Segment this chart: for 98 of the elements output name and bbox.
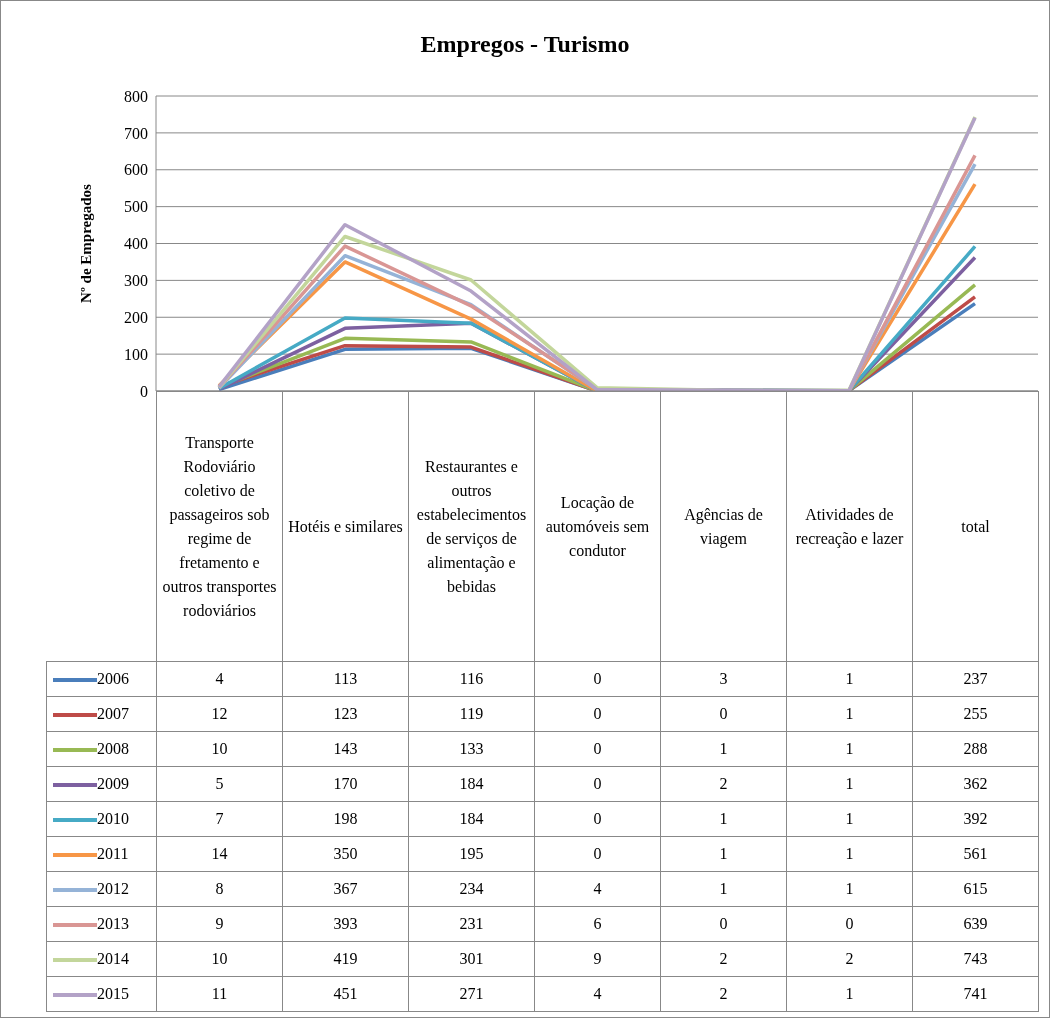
x-tick-label: total [912,391,1039,662]
data-label: 1 [786,801,913,837]
data-label: 1 [786,871,913,907]
x-tick-label: Agências de viagem [660,391,787,662]
data-label: 0 [534,801,661,837]
data-label: 12 [156,696,283,732]
data-label: 198 [282,801,409,837]
legend-label: 2010 [97,810,129,827]
legend-label: 2008 [97,740,129,757]
data-label: 113 [282,661,409,697]
data-label: 350 [282,836,409,872]
data-label: 195 [408,836,535,872]
data-label: 119 [408,696,535,732]
data-label: 2 [660,941,787,977]
data-label: 184 [408,766,535,802]
legend-label: 2007 [97,705,129,722]
data-label: 561 [912,836,1039,872]
y-tick-label: 300 [124,272,148,290]
legend-label: 2009 [97,775,129,792]
data-label: 4 [156,661,283,697]
data-label: 743 [912,941,1039,977]
chart-title: Empregos - Turismo [419,31,631,58]
legend-label: 2011 [97,845,129,862]
y-tick-label: 600 [124,161,148,179]
data-label: 237 [912,661,1039,697]
x-tick-label: Restaurantes e outros estabelecimentos de serviços de alimentação e bebidas [408,391,535,662]
y-tick-label: 0 [140,382,148,400]
data-label: 1 [786,976,913,1012]
legend-label: 2014 [97,950,129,967]
y-tick-label: 500 [124,198,148,216]
data-label: 8 [156,871,283,907]
legend-label: 2015 [97,985,129,1002]
data-label: 3 [660,661,787,697]
data-label: 367 [282,871,409,907]
data-label: 11 [156,976,283,1012]
data-label: 741 [912,976,1039,1012]
data-label: 5 [156,766,283,802]
data-label: 1 [660,801,787,837]
data-label: 0 [534,731,661,767]
x-tick-label: Hotéis e similares [282,391,409,662]
data-label: 6 [534,906,661,942]
data-label: 1 [786,766,913,802]
data-label: 0 [786,906,913,942]
y-tick-label: 400 [124,235,148,253]
data-label: 1 [660,871,787,907]
data-label: 271 [408,976,535,1012]
data-label: 4 [534,976,661,1012]
data-label: 1 [660,836,787,872]
data-label: 615 [912,871,1039,907]
data-label: 0 [534,661,661,697]
data-label: 0 [660,906,787,942]
data-label: 0 [534,696,661,732]
data-label: 639 [912,906,1039,942]
data-label: 1 [660,731,787,767]
data-label: 10 [156,731,283,767]
y-tick-label: 700 [124,124,148,142]
data-label: 1 [786,661,913,697]
data-label: 123 [282,696,409,732]
data-label: 116 [408,661,535,697]
data-label: 392 [912,801,1039,837]
data-label: 231 [408,906,535,942]
data-label: 14 [156,836,283,872]
data-label: 393 [282,906,409,942]
data-label: 170 [282,766,409,802]
data-label: 2 [786,941,913,977]
y-tick-label: 200 [124,308,148,326]
x-tick-label: Atividades de recreação e lazer [786,391,913,662]
data-label: 143 [282,731,409,767]
data-label: 419 [282,941,409,977]
data-label: 362 [912,766,1039,802]
data-label: 133 [408,731,535,767]
data-label: 1 [786,696,913,732]
x-tick-label: Transporte Rodoviário coletivo de passageiros sob regime de fretamento e outros transportes rodoviários [156,391,283,662]
data-label: 4 [534,871,661,907]
y-axis-title: Nº de Empregados [78,183,95,303]
legend-label: 2006 [97,670,129,687]
legend-label: 2012 [97,880,129,897]
data-label: 10 [156,941,283,977]
data-label: 9 [156,906,283,942]
data-label: 0 [660,696,787,732]
data-label: 288 [912,731,1039,767]
data-label: 234 [408,871,535,907]
data-label: 451 [282,976,409,1012]
data-label: 1 [786,731,913,767]
data-label: 2 [660,976,787,1012]
data-label: 2 [660,766,787,802]
legend-label: 2013 [97,915,129,932]
data-label: 7 [156,801,283,837]
data-label: 9 [534,941,661,977]
data-label: 0 [534,836,661,872]
data-label: 0 [534,766,661,802]
x-tick-label: Locação de automóveis sem condutor [534,391,661,662]
y-tick-label: 800 [124,87,148,105]
data-label: 301 [408,941,535,977]
data-label: 255 [912,696,1039,732]
y-tick-label: 100 [124,345,148,363]
data-label: 1 [786,836,913,872]
data-label: 184 [408,801,535,837]
